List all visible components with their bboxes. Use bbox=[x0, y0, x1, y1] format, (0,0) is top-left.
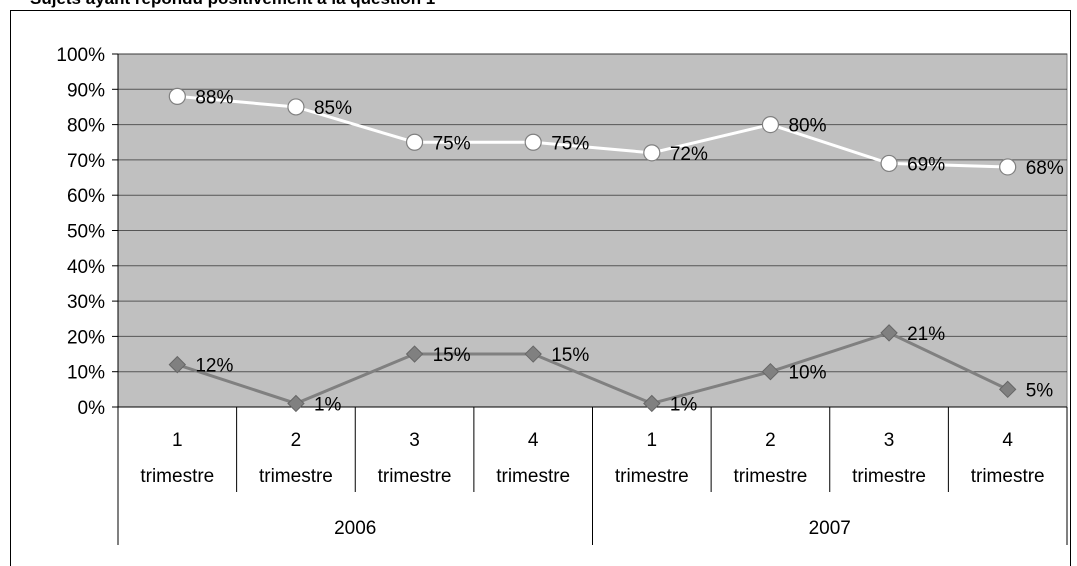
data-point bbox=[761, 115, 780, 134]
category-label: trimestre bbox=[496, 466, 570, 487]
data-point bbox=[524, 345, 542, 363]
data-label: 75% bbox=[551, 133, 589, 154]
data-point bbox=[287, 394, 305, 413]
data-point bbox=[168, 355, 187, 374]
data-label: 85% bbox=[314, 98, 352, 119]
data-label: 80% bbox=[788, 116, 826, 137]
category-number: 3 bbox=[884, 430, 895, 451]
category-label: trimestre bbox=[733, 466, 807, 487]
category-number: 1 bbox=[647, 430, 658, 451]
category-label: trimestre bbox=[852, 466, 926, 487]
y-tick-label: 50% bbox=[67, 222, 105, 243]
group-label: 2006 bbox=[334, 518, 376, 539]
category-label: trimestre bbox=[259, 466, 333, 487]
y-tick-label: 0% bbox=[78, 398, 106, 419]
y-tick-label: 90% bbox=[67, 80, 105, 101]
data-point bbox=[880, 154, 898, 173]
data-label: 72% bbox=[670, 144, 708, 165]
chart-frame bbox=[10, 10, 1071, 566]
data-point bbox=[998, 380, 1017, 399]
category-number: 1 bbox=[172, 430, 183, 451]
data-point bbox=[999, 158, 1017, 176]
y-tick-label: 40% bbox=[67, 257, 105, 278]
data-point bbox=[287, 98, 305, 116]
y-tick-label: 10% bbox=[67, 363, 105, 384]
data-point bbox=[643, 144, 661, 162]
chart-title-strip: Sujets ayant répondu positivement à la q… bbox=[0, 0, 1077, 10]
data-point bbox=[405, 345, 424, 363]
y-tick-label: 60% bbox=[67, 186, 105, 207]
data-point bbox=[168, 87, 186, 105]
data-label: 69% bbox=[907, 154, 945, 175]
y-tick-label: 30% bbox=[67, 292, 105, 313]
data-point bbox=[405, 133, 424, 151]
data-label: 5% bbox=[1026, 380, 1054, 401]
data-point bbox=[524, 133, 542, 151]
category-label: trimestre bbox=[615, 466, 689, 487]
category-number: 2 bbox=[765, 430, 776, 451]
category-number: 4 bbox=[1002, 430, 1013, 451]
data-point bbox=[643, 394, 661, 413]
data-label: 88% bbox=[195, 87, 233, 108]
category-number: 2 bbox=[291, 430, 302, 451]
series-line bbox=[176, 331, 1009, 406]
group-label: 2007 bbox=[809, 518, 851, 539]
data-label: 68% bbox=[1026, 158, 1064, 179]
y-tick-label: 100% bbox=[56, 45, 105, 66]
chart-title: Sujets ayant répondu positivement à la q… bbox=[30, 0, 435, 9]
data-label: 15% bbox=[433, 345, 471, 366]
category-label: trimestre bbox=[971, 466, 1045, 487]
data-label: 12% bbox=[195, 356, 233, 377]
data-label: 1% bbox=[314, 394, 342, 415]
y-tick-label: 20% bbox=[67, 327, 105, 348]
category-label: trimestre bbox=[378, 466, 452, 487]
data-label: 1% bbox=[670, 394, 698, 415]
category-label: trimestre bbox=[140, 466, 214, 487]
data-label: 15% bbox=[551, 345, 589, 366]
data-label: 75% bbox=[433, 133, 471, 154]
data-point bbox=[880, 324, 898, 342]
data-label: 10% bbox=[788, 363, 826, 384]
y-tick-label: 70% bbox=[67, 151, 105, 172]
data-label: 21% bbox=[907, 324, 945, 345]
category-number: 3 bbox=[409, 430, 420, 451]
category-number: 4 bbox=[528, 430, 539, 451]
y-tick-label: 80% bbox=[67, 116, 105, 137]
data-point bbox=[761, 362, 780, 381]
series-line bbox=[177, 94, 1008, 169]
